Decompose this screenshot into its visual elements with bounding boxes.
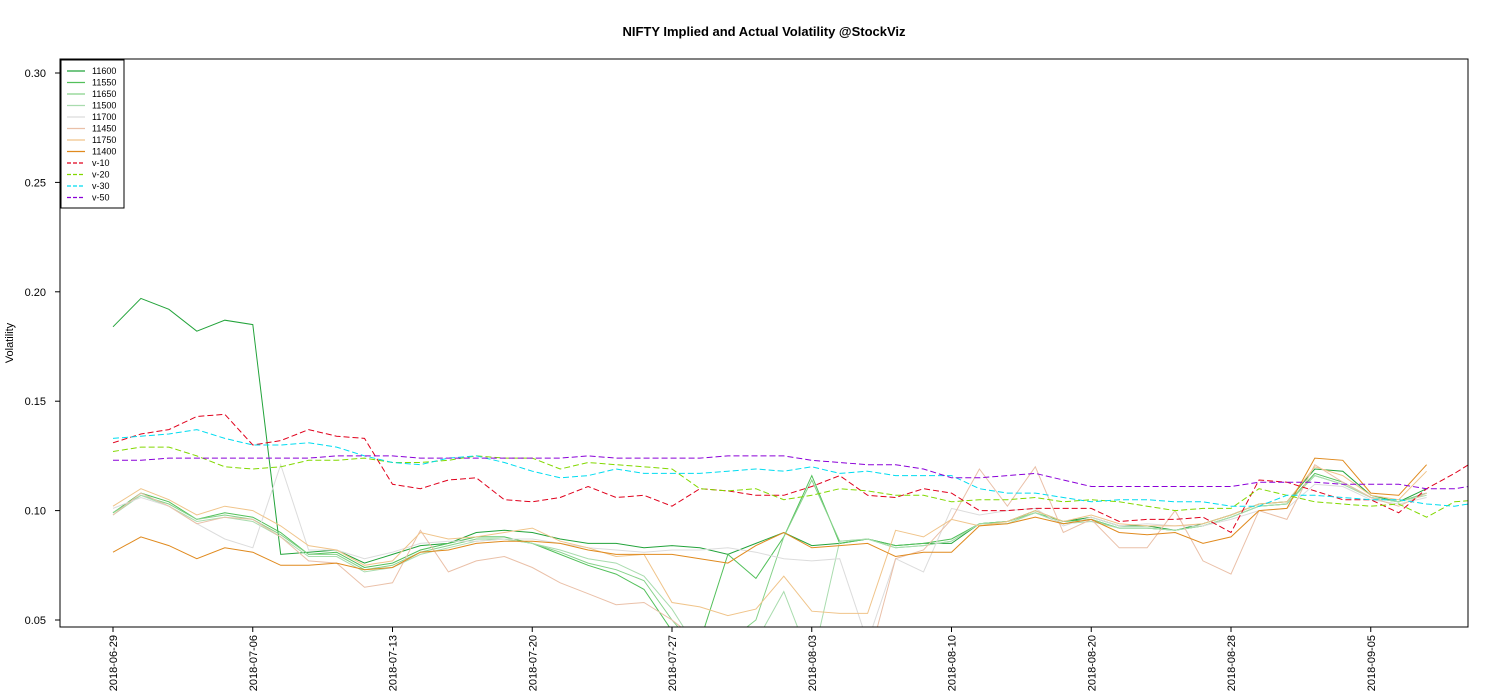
y-tick-label: 0.30 <box>25 68 46 80</box>
x-tick-label: 2018-08-20 <box>1086 635 1098 691</box>
legend-entry: 11700 <box>92 112 116 122</box>
y-axis-label: Volatility <box>4 322 16 363</box>
y-tick-label: 0.10 <box>25 506 46 518</box>
legend-entry: 11650 <box>92 89 116 99</box>
chart-title: NIFTY Implied and Actual Volatility @Sto… <box>622 24 906 39</box>
x-tick-label: 2018-08-10 <box>947 635 959 691</box>
x-axis: 2018-06-29 2018-07-06 2018-07-13 2018-07-20… <box>108 627 1378 691</box>
legend-entry: 11500 <box>92 101 116 111</box>
legend-box <box>60 59 125 209</box>
x-tick-label: 2018-09-05 <box>1366 635 1378 691</box>
legend-entry: v-30 <box>92 181 110 191</box>
legend-entry: 11750 <box>92 135 116 145</box>
legend-entry: v-20 <box>92 170 110 180</box>
series-line-11750 <box>112 466 1427 617</box>
x-tick-label: 2018-07-20 <box>527 635 539 691</box>
x-tick-label: 2018-08-28 <box>1226 635 1238 691</box>
series-line-11600 <box>112 297 1427 564</box>
series-line-11400 <box>112 457 1427 571</box>
plot-frame <box>59 58 1469 628</box>
series-line-11650 <box>112 475 1427 627</box>
series-line-v-50 <box>113 455 1468 490</box>
legend-entry: 11600 <box>92 66 116 76</box>
x-tick-label: 2018-07-27 <box>667 635 679 691</box>
series-line-v-20 <box>112 446 1468 518</box>
series-line-v-30 <box>112 429 1468 507</box>
x-tick-label: 2018-06-29 <box>108 635 120 691</box>
x-tick-label: 2018-07-06 <box>248 635 260 691</box>
y-tick-label: 0.25 <box>25 177 46 189</box>
y-tick-label: 0.05 <box>25 615 46 627</box>
series-line-v-10 <box>112 413 1468 534</box>
y-tick-label: 0.15 <box>25 396 46 408</box>
legend-entry: 11450 <box>92 124 116 134</box>
legend-entry: 11400 <box>92 147 116 157</box>
legend-entry: 11550 <box>92 78 116 88</box>
y-axis: 0.05 0.10 0.15 0.20 0.25 0.30 <box>25 68 60 627</box>
legend-entry: v-50 <box>92 193 110 203</box>
series-line-11450 <box>112 463 1427 627</box>
x-tick-label: 2018-08-03 <box>807 635 819 691</box>
y-tick-label: 0.20 <box>25 287 46 299</box>
legend-entry: v-10 <box>92 158 110 168</box>
x-tick-label: 2018-07-13 <box>388 635 400 691</box>
series-line-11700 <box>112 463 1427 627</box>
series-lines <box>112 297 1468 627</box>
